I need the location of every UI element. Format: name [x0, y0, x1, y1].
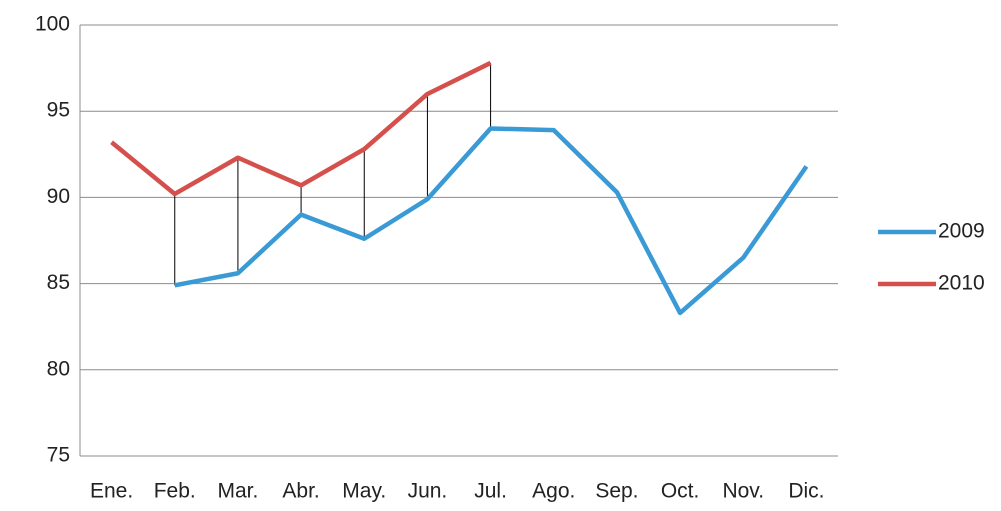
x-tick-label: Abr.	[282, 480, 319, 503]
series-line	[174, 126, 809, 316]
y-tick-label: 75	[47, 444, 70, 467]
legend-label: 2009	[938, 220, 985, 243]
x-tick-label: Feb.	[154, 480, 196, 503]
x-tick-label: Sep.	[595, 480, 638, 503]
x-tick-label: Ene.	[90, 480, 133, 503]
x-tick-label: Mar.	[217, 480, 258, 503]
x-tick-label: Jul.	[474, 480, 507, 503]
y-tick-label: 95	[47, 99, 70, 122]
x-tick-label: Ago.	[532, 480, 575, 503]
x-tick-label: May.	[342, 480, 386, 503]
y-tick-label: 80	[47, 357, 70, 380]
series-line	[110, 60, 492, 197]
legend-label: 2010	[938, 272, 985, 295]
y-tick-label: 85	[47, 271, 70, 294]
x-tick-label: Nov.	[722, 480, 764, 503]
y-tick-label: 100	[35, 13, 70, 36]
x-tick-label: Dic.	[788, 480, 824, 503]
x-tick-label: Jun.	[408, 480, 448, 503]
x-tick-label: Oct.	[661, 480, 700, 503]
y-tick-label: 90	[47, 185, 70, 208]
